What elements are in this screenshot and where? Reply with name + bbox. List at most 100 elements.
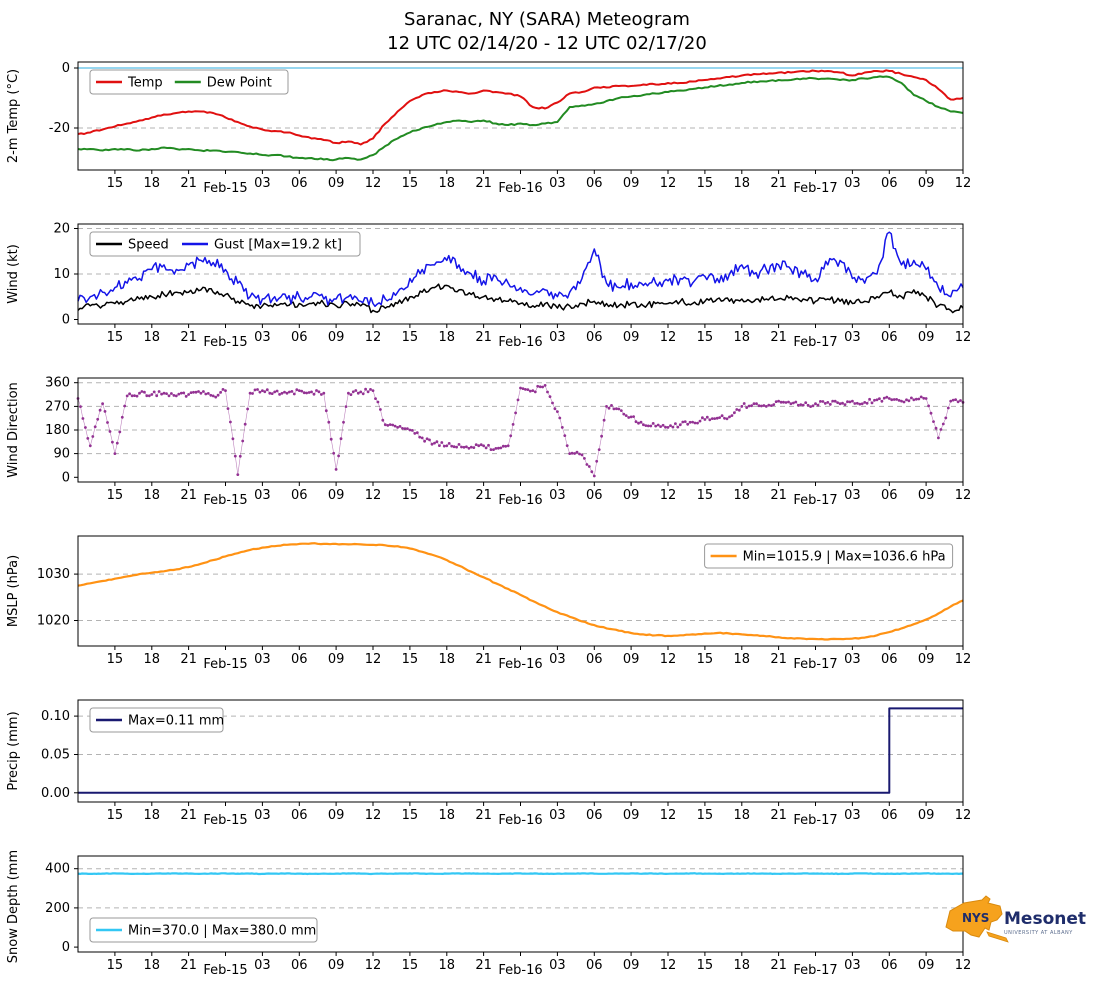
svg-text:09: 09	[328, 652, 345, 667]
svg-text:18: 18	[439, 958, 456, 973]
svg-text:360: 360	[45, 376, 70, 391]
svg-text:15: 15	[107, 958, 124, 973]
svg-text:0.10: 0.10	[41, 709, 70, 724]
svg-text:12: 12	[955, 176, 972, 191]
svg-text:Min=1015.9 | Max=1036.6 hPa: Min=1015.9 | Max=1036.6 hPa	[743, 550, 946, 565]
svg-text:09: 09	[918, 808, 935, 823]
svg-text:21: 21	[770, 652, 787, 667]
svg-text:10: 10	[53, 267, 70, 282]
svg-text:06: 06	[881, 958, 898, 973]
legend: Min=370.0 | Max=380.0 mm	[89, 917, 318, 943]
ny-state-shape	[945, 895, 1003, 938]
svg-text:03: 03	[844, 808, 861, 823]
svg-text:15: 15	[697, 808, 714, 823]
page-subtitle-timerange: 12 UTC 02/14/20 - 12 UTC 02/17/20	[387, 33, 707, 55]
y-axis: 1030 1020	[37, 567, 78, 629]
svg-text:21: 21	[180, 808, 197, 823]
long-island-shape	[986, 931, 1009, 943]
svg-text:15: 15	[107, 808, 124, 823]
svg-text:Feb-15: Feb-15	[203, 335, 247, 350]
svg-text:15: 15	[107, 176, 124, 191]
legend: Temp Dew Point	[89, 69, 289, 95]
svg-text:03: 03	[844, 958, 861, 973]
svg-text:21: 21	[180, 330, 197, 345]
svg-text:1030: 1030	[37, 567, 70, 582]
svg-text:18: 18	[144, 958, 161, 973]
svg-text:06: 06	[881, 808, 898, 823]
svg-text:12: 12	[365, 330, 382, 345]
y-axis-label: MSLP (hPa)	[6, 555, 21, 627]
svg-text:21: 21	[180, 176, 197, 191]
svg-text:09: 09	[623, 488, 640, 503]
y-axis: 20 10 0	[53, 222, 78, 328]
svg-text:09: 09	[328, 958, 345, 973]
y-axis-label: Wind (kt)	[6, 244, 21, 304]
svg-text:180: 180	[45, 423, 70, 438]
svg-text:21: 21	[770, 808, 787, 823]
svg-text:Max=0.11 mm: Max=0.11 mm	[128, 714, 224, 729]
svg-text:03: 03	[549, 176, 566, 191]
svg-text:06: 06	[586, 330, 603, 345]
x-axis: 15 18 21 Feb-15 03 06 09 12 15 18 21 Feb-16 03 06 09 12…	[107, 482, 971, 508]
svg-text:03: 03	[844, 488, 861, 503]
svg-text:06: 06	[586, 652, 603, 667]
series-temp	[77, 69, 964, 146]
svg-text:18: 18	[734, 652, 751, 667]
x-axis: 15 18 21 Feb-15 03 06 09 12 15 18 21 Feb-16 03 06 09 12…	[107, 170, 972, 196]
svg-text:15: 15	[697, 330, 714, 345]
svg-text:18: 18	[734, 958, 751, 973]
svg-text:12: 12	[660, 176, 677, 191]
svg-text:09: 09	[623, 808, 640, 823]
svg-text:12: 12	[660, 488, 677, 503]
svg-text:06: 06	[881, 488, 898, 503]
svg-text:06: 06	[291, 652, 308, 667]
svg-text:21: 21	[475, 330, 492, 345]
svg-text:12: 12	[955, 652, 972, 667]
gridlines	[78, 715, 963, 755]
svg-text:06: 06	[291, 488, 308, 503]
svg-text:03: 03	[549, 330, 566, 345]
y-axis: 400 200 0	[45, 862, 78, 955]
svg-text:03: 03	[844, 330, 861, 345]
svg-text:09: 09	[623, 176, 640, 191]
svg-text:0: 0	[62, 470, 70, 485]
svg-text:12: 12	[660, 808, 677, 823]
svg-text:Dew Point: Dew Point	[207, 76, 272, 91]
svg-text:18: 18	[439, 176, 456, 191]
svg-text:03: 03	[254, 652, 271, 667]
svg-text:18: 18	[734, 488, 751, 503]
svg-text:Feb-16: Feb-16	[498, 181, 542, 196]
svg-text:21: 21	[180, 958, 197, 973]
svg-text:15: 15	[402, 958, 419, 973]
y-axis-label: Wind Direction	[6, 382, 21, 478]
svg-text:12: 12	[365, 488, 382, 503]
svg-text:18: 18	[734, 330, 751, 345]
svg-text:200: 200	[45, 901, 70, 916]
svg-text:15: 15	[402, 652, 419, 667]
svg-text:Feb-17: Feb-17	[793, 493, 837, 508]
svg-text:06: 06	[881, 330, 898, 345]
series-min-1015-9-max-1036-6-hpa	[77, 542, 964, 641]
svg-text:12: 12	[955, 958, 972, 973]
svg-text:15: 15	[402, 808, 419, 823]
logo-tagline: UNIVERSITY AT ALBANY	[1004, 930, 1073, 936]
svg-text:Feb-17: Feb-17	[793, 813, 837, 828]
x-axis: 15 18 21 Feb-15 03 06 09 12 15 18 21 Feb-16 03 06 09 12…	[107, 646, 972, 672]
svg-text:400: 400	[45, 862, 70, 877]
y-axis: 0 -20	[49, 61, 78, 136]
svg-text:21: 21	[180, 488, 197, 503]
svg-text:09: 09	[328, 808, 345, 823]
svg-text:06: 06	[291, 808, 308, 823]
y-axis-label: Precip (mm)	[6, 711, 21, 790]
svg-text:09: 09	[918, 330, 935, 345]
legend: Speed Gust [Max=19.2 kt]	[89, 231, 361, 257]
svg-text:18: 18	[439, 652, 456, 667]
x-axis: 15 18 21 Feb-15 03 06 09 12 15 18 21 Feb-16 03 06 09 12…	[107, 952, 972, 978]
x-axis: 15 18 21 Feb-15 03 06 09 12 15 18 21 Feb-16 03 06 09 12…	[107, 802, 972, 828]
svg-text:12: 12	[955, 808, 972, 823]
svg-text:09: 09	[328, 330, 345, 345]
svg-text:12: 12	[660, 652, 677, 667]
meteogram-page: Saranac, NY (SARA) Meteogram 12 UTC 02/1…	[6, 9, 1086, 978]
svg-text:15: 15	[402, 176, 419, 191]
svg-text:03: 03	[254, 176, 271, 191]
